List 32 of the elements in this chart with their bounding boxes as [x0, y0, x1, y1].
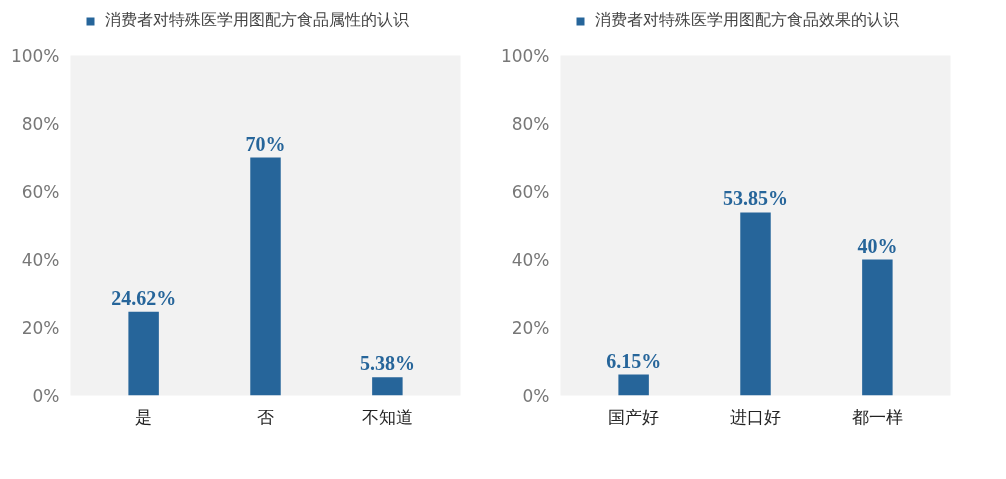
data-label: 70% [245, 132, 286, 155]
data-label: 53.85% [723, 187, 788, 210]
y-tick-label: 100% [10, 45, 60, 66]
y-tick-label: 0% [32, 385, 60, 406]
y-tick-label: 20% [511, 317, 550, 338]
y-tick-label: 20% [21, 317, 60, 338]
y-tick-label: 0% [522, 385, 550, 406]
x-tick-label: 否 [257, 406, 274, 427]
legend-label: 消费者对特殊医学用图配方食品效果的认识 [595, 10, 899, 31]
data-label: 6.15% [606, 349, 662, 372]
y-tick-label: 60% [511, 181, 550, 202]
bar [128, 311, 159, 396]
bar [862, 259, 893, 396]
bar [372, 377, 403, 396]
bar [250, 157, 281, 396]
y-tick-label: 60% [21, 181, 60, 202]
data-label: 5.38% [359, 352, 415, 375]
x-tick-label: 国产好 [608, 406, 660, 427]
data-label: 40% [857, 234, 898, 257]
bar [740, 212, 771, 396]
legend-label: 消费者对特殊医学用图配方食品属性的认识 [105, 10, 409, 31]
x-tick-label: 都一样 [851, 406, 903, 427]
x-tick-label: 进口好 [730, 406, 781, 427]
bar [618, 374, 649, 396]
x-tick-label: 不知道 [361, 406, 413, 427]
y-tick-label: 40% [511, 249, 550, 270]
y-tick-label: 80% [511, 113, 550, 134]
y-tick-label: 80% [21, 113, 60, 134]
y-tick-label: 100% [500, 45, 550, 66]
data-label: 24.62% [111, 286, 177, 309]
x-tick-label: 是 [135, 406, 153, 427]
y-tick-label: 40% [21, 249, 60, 270]
